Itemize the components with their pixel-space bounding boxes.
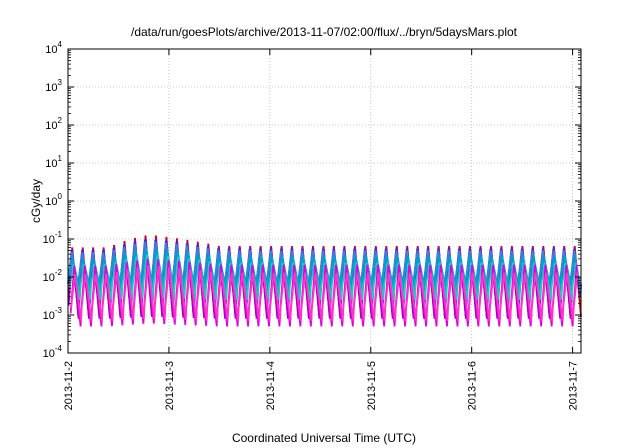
plot-frame — [67, 48, 582, 354]
series-group — [67, 235, 582, 327]
x-tick-label: 2013-11-2 — [63, 361, 75, 410]
y-tick-label: 101 — [45, 154, 62, 170]
y-tick-label: 10-4 — [43, 344, 63, 360]
x-tick-label: 2013-11-7 — [568, 361, 580, 410]
y-tick-label: 102 — [45, 116, 62, 132]
tick-labels: 10-4 10-3 10-2 10-1 100 101 102 103 104 2013-11-2… — [43, 40, 580, 410]
x-tick-label: 2013-11-5 — [366, 361, 378, 410]
y-axis-label: cGy/day — [29, 179, 43, 223]
y-tick-label: 10-1 — [43, 230, 63, 246]
y-tick-label: 100 — [45, 192, 62, 208]
x-tick-label: 2013-11-4 — [265, 361, 277, 410]
series-line-8 — [70, 265, 579, 322]
x-axis-label: Coordinated Universal Time (UTC) — [232, 431, 416, 445]
y-tick-label: 10-2 — [43, 268, 63, 284]
axes — [67, 48, 582, 354]
y-tick-label: 10-3 — [43, 306, 63, 322]
y-tick-label: 104 — [45, 40, 62, 56]
series-line-6 — [69, 254, 577, 301]
y-tick-label: 103 — [45, 78, 62, 94]
series-line-5 — [68, 247, 577, 289]
x-tick-label: 2013-11-6 — [467, 361, 479, 410]
chart-title: /data/run/goesPlots/archive/2013-11-07/0… — [131, 25, 518, 39]
x-tick-label: 2013-11-3 — [164, 361, 176, 410]
